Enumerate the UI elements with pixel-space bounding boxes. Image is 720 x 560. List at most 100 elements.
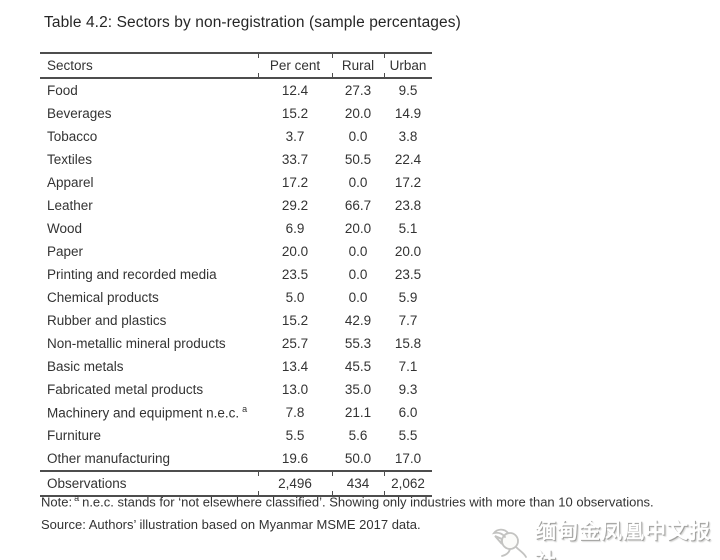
percent-cell: 13.4 (281, 359, 309, 374)
sector-label: Machinery and equipment n.e.c. (47, 405, 240, 421)
note-text: n.e.c. stands for ‘not elsewhere classif… (82, 494, 654, 510)
table-note: Note: a n.e.c. stands for ‘not elsewhere c… (41, 493, 654, 509)
sector-cell: Fabricated metal products (47, 382, 204, 397)
urban-cell: 14.9 (394, 106, 422, 121)
observations-rural: 434 (331, 469, 384, 496)
sector-cell: Printing and recorded media (47, 267, 217, 282)
column-header-rural: Rural (331, 51, 384, 78)
table-row: Leather 29.2 66.7 23.8 (40, 194, 432, 217)
sector-cell: Food (47, 83, 78, 98)
urban-cell: 17.0 (394, 451, 422, 466)
table-row: Tobacco 3.7 0.0 3.8 (40, 125, 432, 148)
urban-cell: 5.5 (398, 428, 418, 443)
urban-cell: 3.8 (398, 129, 418, 144)
rural-cell: 55.3 (344, 336, 372, 351)
rural-cell: 0.0 (348, 244, 368, 259)
column-header-sectors: Sectors (47, 58, 93, 73)
table-row: Printing and recorded media 23.5 0.0 23.… (40, 263, 432, 286)
watermark: 缅甸金凤凰中文报社 (490, 515, 720, 560)
percent-cell: 23.5 (281, 267, 309, 282)
rural-cell: 35.0 (344, 382, 372, 397)
sector-cell: Paper (47, 244, 84, 259)
percent-cell: 6.9 (285, 221, 305, 236)
sector-cell: Other manufacturing (47, 451, 171, 466)
phoenix-logo-icon (490, 527, 528, 560)
percent-cell: 7.8 (285, 405, 305, 420)
rural-cell: 0.0 (348, 175, 368, 190)
urban-cell: 22.4 (394, 152, 422, 167)
rural-cell: 20.0 (344, 221, 372, 236)
rural-cell: 5.6 (348, 428, 368, 443)
percent-cell: 3.7 (285, 129, 305, 144)
table-row: Basic metals 13.4 45.5 7.1 (40, 355, 432, 378)
table-row: Fabricated metal products 13.0 35.0 9.3 (40, 378, 432, 401)
table-row: Textiles 33.7 50.5 22.4 (40, 148, 432, 171)
watermark-text: 缅甸金凤凰中文报社 (535, 520, 711, 560)
percent-cell: 33.7 (281, 152, 309, 167)
percent-cell: 5.5 (285, 428, 305, 443)
sectors-table: Sectors Per cent Rural Urban Food 12.4 2… (40, 51, 432, 497)
observations-row: Observations 2,496 434 2,062 (40, 469, 432, 496)
urban-cell: 5.1 (398, 221, 418, 236)
sector-cell: Basic metals (47, 359, 124, 374)
urban-cell: 6.0 (398, 405, 418, 420)
sector-cell: Wood (47, 221, 83, 236)
table-row: Non-metallic mineral products 25.7 55.3 … (40, 332, 432, 355)
table-row: Furniture 5.5 5.6 5.5 (40, 424, 432, 447)
table-row: Food 12.4 27.3 9.5 (40, 78, 432, 102)
percent-cell: 12.4 (281, 83, 309, 98)
rural-cell: 0.0 (348, 267, 368, 282)
rural-cell: 0.0 (348, 129, 368, 144)
rural-cell: 21.1 (344, 405, 372, 420)
sector-cell: Chemical products (47, 290, 159, 305)
rural-cell: 45.5 (344, 359, 372, 374)
observations-urban: 2,062 (383, 469, 432, 496)
table-row: Wood 6.9 20.0 5.1 (40, 217, 432, 240)
source-line: Source: Authors’ illustration based on M… (41, 517, 421, 532)
rural-cell: 50.0 (344, 451, 372, 466)
percent-cell: 5.0 (285, 290, 305, 305)
table-row: Other manufacturing 19.6 50.0 17.0 (40, 447, 432, 471)
rural-cell: 0.0 (348, 290, 368, 305)
urban-cell: 15.8 (394, 336, 422, 351)
sector-cell: Textiles (47, 152, 93, 167)
percent-cell: 19.6 (281, 451, 309, 466)
sector-cell: Machinery and equipment n.e.c. a (40, 401, 258, 424)
urban-cell: 20.0 (394, 244, 422, 259)
percent-cell: 17.2 (281, 175, 309, 190)
rural-cell: 42.9 (344, 313, 372, 328)
sector-cell: Leather (47, 198, 93, 213)
header-row: Sectors Per cent Rural Urban (40, 51, 432, 78)
percent-cell: 13.0 (281, 382, 309, 397)
percent-cell: 15.2 (281, 313, 309, 328)
table-row: Machinery and equipment n.e.c. a 7.8 21.1… (40, 401, 432, 424)
urban-cell: 17.2 (394, 175, 422, 190)
column-header-percent: Per cent (257, 51, 332, 78)
rural-cell: 27.3 (344, 83, 372, 98)
observations-label: Observations (47, 476, 127, 491)
footnote-marker: a (242, 404, 248, 415)
urban-cell: 9.3 (398, 382, 418, 397)
percent-cell: 25.7 (281, 336, 309, 351)
table-row: Paper 20.0 0.0 20.0 (40, 240, 432, 263)
urban-cell: 9.5 (398, 83, 418, 98)
urban-cell: 5.9 (398, 290, 418, 305)
percent-cell: 20.0 (281, 244, 309, 259)
rural-cell: 66.7 (344, 198, 372, 213)
urban-cell: 23.5 (394, 267, 422, 282)
percent-cell: 15.2 (281, 106, 309, 121)
footnote-marker: a (74, 493, 80, 503)
table-row: Chemical products 5.0 0.0 5.9 (40, 286, 432, 309)
urban-cell: 23.8 (394, 198, 422, 213)
sector-cell: Beverages (47, 106, 112, 121)
observations-percent: 2,496 (257, 469, 332, 496)
sector-cell: Rubber and plastics (47, 313, 167, 328)
note-prefix: Note: (41, 494, 73, 510)
column-header-urban: Urban (383, 51, 432, 78)
rural-cell: 50.5 (344, 152, 372, 167)
sector-cell: Non-metallic mineral products (47, 336, 226, 351)
rural-cell: 20.0 (344, 106, 372, 121)
urban-cell: 7.7 (398, 313, 418, 328)
urban-cell: 7.1 (398, 359, 418, 374)
